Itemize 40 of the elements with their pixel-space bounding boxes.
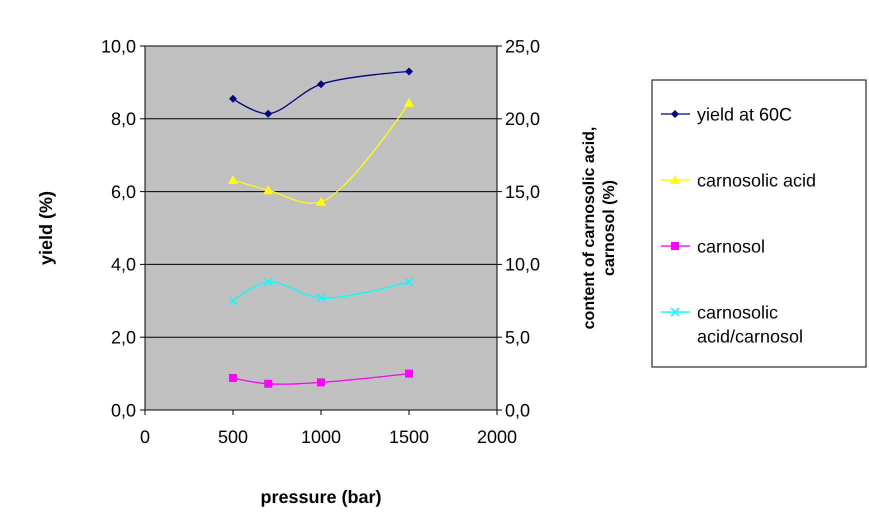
y-tick-label: 2,0 (110, 328, 136, 348)
legend-label: yield at 60C (697, 104, 792, 124)
legend-label: carnosolic acid/carnosol (697, 302, 804, 346)
y2-tick-label: 15,0 (505, 182, 540, 202)
legend-label: carnosol (697, 236, 766, 256)
point (264, 277, 273, 287)
point (317, 378, 325, 386)
point (229, 94, 237, 103)
y2-tick-label: 0,0 (505, 400, 530, 420)
point (405, 67, 413, 76)
x-tick-label: 0 (140, 427, 150, 447)
x-tick-label: 1000 (300, 427, 342, 447)
x-tick-label: 500 (218, 427, 248, 447)
y2-tick-label: 20,0 (505, 109, 540, 130)
point (264, 110, 272, 118)
point (404, 277, 414, 287)
x-tick-label: 1500 (388, 427, 430, 447)
y-tick-label: 6,0 (110, 182, 136, 202)
point (317, 80, 325, 88)
y2-axis-title: content of carnosolic acid, carnosol (%) (581, 126, 618, 330)
point (228, 296, 238, 306)
point (228, 174, 238, 184)
point (405, 370, 413, 378)
legend-label: carnosolic acid (697, 170, 816, 190)
y2-tick-label: 5,0 (505, 328, 530, 348)
y2-tick-label: 10,0 (505, 254, 540, 275)
y-tick-label: 8,0 (110, 109, 136, 130)
y2-tick-label: 25,0 (505, 36, 540, 56)
y-axis-title: yield (%) (36, 190, 56, 266)
x-axis-title: pressure (bar) (260, 487, 382, 507)
point (263, 185, 274, 194)
y-tick-label: 10,0 (100, 36, 136, 56)
y-tick-label: 0,0 (110, 400, 136, 420)
point (316, 293, 326, 303)
point (316, 196, 326, 206)
point (264, 380, 272, 388)
point (229, 374, 237, 382)
y-tick-label: 4,0 (110, 254, 136, 275)
point (404, 98, 414, 107)
x-tick-label: 2000 (476, 427, 518, 447)
